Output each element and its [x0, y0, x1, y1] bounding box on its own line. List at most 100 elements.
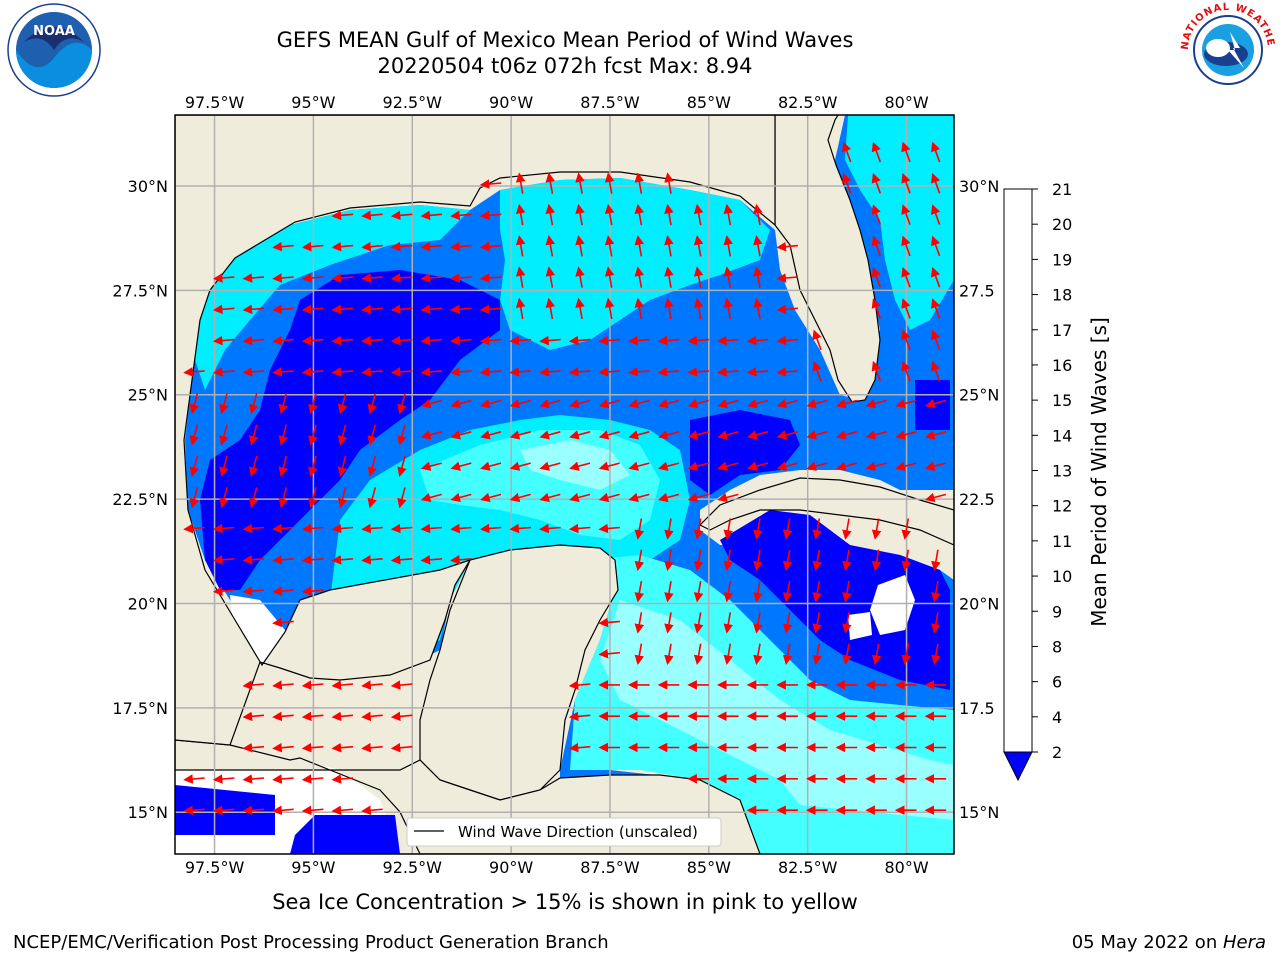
wave-arrow: [479, 179, 502, 189]
wave-arrow: [183, 774, 205, 784]
wave-arrow: [515, 203, 526, 226]
wave-arrow: [242, 367, 265, 377]
lon-tick-bottom-1: 95°W: [291, 858, 335, 877]
wave-arrow: [212, 555, 235, 565]
lon-tick-bottom-3: 90°W: [489, 858, 533, 877]
wave-arrow: [308, 487, 318, 509]
wave-arrow: [420, 304, 443, 315]
north-gulf-4-6s: [500, 178, 770, 350]
wave-arrow: [604, 266, 615, 288]
wave-arrow: [242, 273, 265, 283]
wave-arrow: [693, 643, 704, 665]
wave-arrow: [717, 367, 739, 377]
wave-arrow: [628, 461, 650, 471]
lon-tick-top-4: 87.5°W: [580, 93, 640, 112]
wave-arrow: [212, 774, 235, 784]
wave-arrow: [568, 367, 591, 377]
wave-arrow: [687, 461, 709, 471]
wave-arrow: [753, 612, 763, 634]
wave-arrow: [871, 172, 882, 194]
wave-arrow: [753, 203, 763, 226]
wave-arrow: [871, 298, 882, 319]
wave-arrow: [390, 742, 413, 753]
wave-arrow: [806, 398, 828, 409]
wave-arrow: [657, 335, 680, 346]
wave-arrow: [723, 203, 733, 226]
lat-tick-left-0: 30°N: [128, 177, 168, 196]
wave-arrow: [747, 461, 769, 471]
wave-arrow: [931, 141, 941, 163]
colorbar-tick-6: 11: [1052, 532, 1072, 551]
colorbar-tick-3: 8: [1052, 637, 1062, 656]
wave-arrow: [924, 492, 947, 503]
wave-arrow: [361, 304, 383, 315]
chart-subtitle: 20220504 t06z 072h fcst Max: 8.94: [377, 54, 753, 78]
wave-arrow: [480, 461, 502, 471]
wave-arrow: [604, 203, 615, 226]
wave-arrow: [812, 329, 822, 351]
wave-arrow: [248, 455, 259, 477]
wave-arrow: [219, 393, 229, 415]
wave-arrow: [397, 455, 407, 477]
lat-tick-right-0: 30°N: [959, 177, 999, 196]
lon-tick-bottom-7: 80°W: [884, 858, 928, 877]
wave-arrow: [723, 518, 733, 540]
wave-arrow: [924, 430, 947, 440]
wave-arrow: [278, 424, 288, 446]
wave-arrow: [242, 586, 265, 596]
wave-arrow: [931, 204, 941, 225]
wave-arrow: [480, 492, 502, 503]
lat-tick-left-6: 15°N: [128, 803, 168, 822]
wave-arrow: [450, 273, 472, 283]
wave-arrow: [598, 648, 620, 659]
footer-date: 05 May 2022 on Hera: [1072, 932, 1266, 953]
wave-arrow: [248, 424, 259, 446]
wave-arrow: [693, 580, 704, 603]
wave-arrow: [539, 492, 561, 503]
wave-arrow: [664, 612, 674, 634]
colorbar: 2 4 6 8 9 10 11 12 13 14 15 16 17 18 19 20 21: [1003, 180, 1072, 782]
lon-tick-top-1: 95°W: [291, 93, 335, 112]
wave-arrow: [420, 210, 443, 221]
wave-arrow: [598, 430, 620, 440]
wave-arrow: [361, 367, 383, 377]
wave-arrow: [420, 335, 443, 346]
wave-arrow: [901, 549, 911, 572]
wave-arrow: [331, 555, 354, 565]
wave-arrow: [746, 367, 769, 377]
wave-arrow: [634, 612, 645, 634]
wave-arrow: [634, 235, 645, 257]
wave-arrow: [450, 210, 472, 221]
wave-arrow: [664, 172, 674, 194]
wave-arrow: [723, 643, 733, 665]
wave-arrow: [509, 398, 531, 409]
wave-arrow: [901, 298, 911, 319]
wave-arrow: [301, 555, 324, 565]
wave-arrow: [361, 210, 383, 221]
wave-arrow: [931, 329, 941, 351]
wave-arrow: [569, 398, 591, 409]
wave-arrow: [842, 518, 852, 540]
wave-arrow: [272, 680, 294, 690]
wave-arrow: [301, 742, 324, 753]
wave-arrow: [782, 580, 793, 603]
wave-arrow: [545, 297, 556, 320]
footer-machine: Hera: [1222, 932, 1266, 953]
wave-arrow: [272, 241, 294, 252]
wave-arrow: [776, 241, 798, 252]
wave-arrow: [515, 266, 526, 288]
wave-arrow: [480, 398, 502, 409]
wave-arrow: [931, 266, 941, 288]
wave-arrow: [931, 549, 941, 572]
wave-arrow: [367, 487, 377, 509]
wave-arrow: [753, 580, 763, 603]
wave-arrow: [450, 492, 472, 503]
wave-arrow: [753, 297, 763, 320]
lat-tick-right-2: 25°N: [959, 386, 999, 405]
wave-arrow: [242, 805, 265, 816]
wave-arrow: [337, 455, 348, 477]
lat-tick-left-5: 17.5°N: [112, 699, 168, 718]
wave-arrow: [658, 430, 680, 440]
colorbar-tick-15: 20: [1052, 215, 1072, 234]
wave-arrow: [687, 367, 709, 377]
